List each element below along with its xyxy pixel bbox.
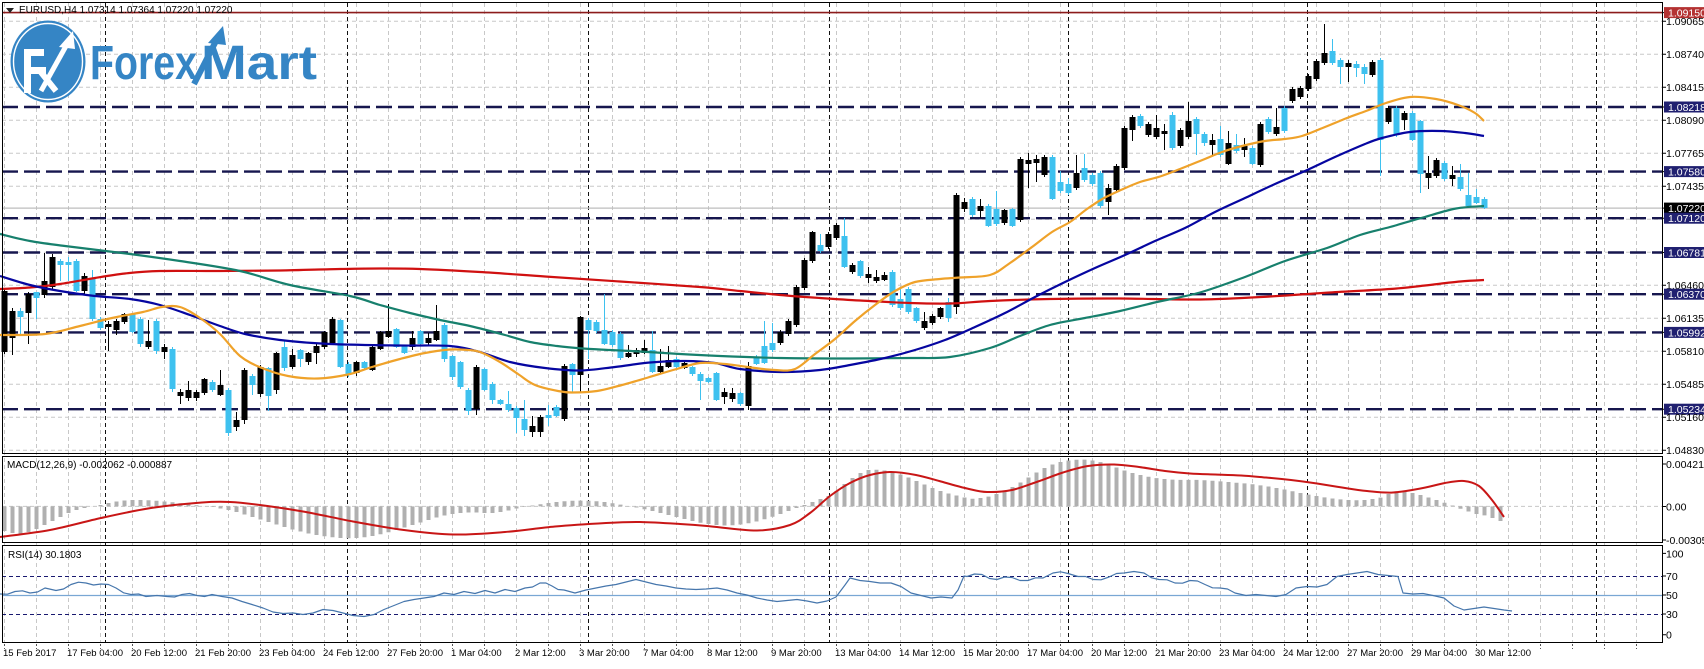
svg-text:21 Mar 20:00: 21 Mar 20:00 xyxy=(1155,648,1211,659)
svg-text:1.05234: 1.05234 xyxy=(1668,404,1704,416)
svg-text:1.04830: 1.04830 xyxy=(1666,445,1704,457)
svg-text:1.07435: 1.07435 xyxy=(1666,181,1704,193)
svg-text:1 Mar 04:00: 1 Mar 04:00 xyxy=(451,648,502,659)
svg-text:24 Feb 12:00: 24 Feb 12:00 xyxy=(323,648,379,659)
svg-text:14 Mar 12:00: 14 Mar 12:00 xyxy=(899,648,955,659)
svg-text:8 Mar 12:00: 8 Mar 12:00 xyxy=(707,648,758,659)
svg-text:0.00: 0.00 xyxy=(1666,502,1687,514)
svg-text:1.08415: 1.08415 xyxy=(1666,82,1704,94)
svg-text:1.08740: 1.08740 xyxy=(1666,49,1704,61)
svg-text:1.05160: 1.05160 xyxy=(1666,412,1704,424)
svg-text:1.07580: 1.07580 xyxy=(1668,167,1704,179)
svg-text:1.05485: 1.05485 xyxy=(1666,379,1704,391)
svg-text:29 Mar 04:00: 29 Mar 04:00 xyxy=(1411,648,1467,659)
svg-text:MACD(12,26,9) -0.002062 -0.000: MACD(12,26,9) -0.002062 -0.000887 xyxy=(7,460,173,471)
svg-text:15 Feb 2017: 15 Feb 2017 xyxy=(3,648,56,659)
svg-text:RSI(14) 30.1803: RSI(14) 30.1803 xyxy=(8,550,82,561)
svg-text:1.05992: 1.05992 xyxy=(1668,327,1704,339)
svg-text:-0.003052: -0.003052 xyxy=(1666,535,1704,547)
svg-text:1.07220: 1.07220 xyxy=(1668,203,1704,215)
svg-text:20 Feb 12:00: 20 Feb 12:00 xyxy=(131,648,187,659)
svg-text:70: 70 xyxy=(1666,571,1678,583)
svg-text:Mart: Mart xyxy=(201,37,317,90)
svg-text:23 Mar 04:00: 23 Mar 04:00 xyxy=(1219,648,1275,659)
svg-text:1.07765: 1.07765 xyxy=(1666,148,1704,160)
svg-text:1.06781: 1.06781 xyxy=(1668,248,1704,260)
svg-text:24 Mar 12:00: 24 Mar 12:00 xyxy=(1283,648,1339,659)
svg-text:9 Mar 20:00: 9 Mar 20:00 xyxy=(771,648,822,659)
svg-text:1.09065: 1.09065 xyxy=(1666,16,1704,28)
svg-text:1.08090: 1.08090 xyxy=(1666,115,1704,127)
svg-text:23 Feb 04:00: 23 Feb 04:00 xyxy=(259,648,315,659)
svg-text:17 Mar 04:00: 17 Mar 04:00 xyxy=(1027,648,1083,659)
svg-text:Forex: Forex xyxy=(90,37,197,90)
svg-text:0.004211: 0.004211 xyxy=(1666,459,1704,471)
svg-text:30 Mar 12:00: 30 Mar 12:00 xyxy=(1475,648,1531,659)
svg-text:21 Feb 20:00: 21 Feb 20:00 xyxy=(195,648,251,659)
svg-text:27 Feb 20:00: 27 Feb 20:00 xyxy=(387,648,443,659)
svg-text:20 Mar 12:00: 20 Mar 12:00 xyxy=(1091,648,1147,659)
svg-text:13 Mar 04:00: 13 Mar 04:00 xyxy=(835,648,891,659)
svg-text:0: 0 xyxy=(1666,630,1672,642)
svg-text:1.06370: 1.06370 xyxy=(1668,289,1704,301)
svg-text:7 Mar 04:00: 7 Mar 04:00 xyxy=(643,648,694,659)
svg-text:50: 50 xyxy=(1666,590,1678,602)
svg-text:EURUSD,H4 1.07314 1.07364 1.0: EURUSD,H4 1.07314 1.07364 1.07220 1.0722… xyxy=(19,5,233,16)
svg-text:1.05810: 1.05810 xyxy=(1666,346,1704,358)
svg-text:15 Mar 20:00: 15 Mar 20:00 xyxy=(963,648,1019,659)
svg-text:3 Mar 20:00: 3 Mar 20:00 xyxy=(579,648,630,659)
svg-text:1.07120: 1.07120 xyxy=(1668,213,1704,225)
svg-text:17 Feb 04:00: 17 Feb 04:00 xyxy=(67,648,123,659)
svg-text:2 Mar 12:00: 2 Mar 12:00 xyxy=(515,648,566,659)
svg-text:1.09150: 1.09150 xyxy=(1668,8,1704,20)
svg-text:1.08218: 1.08218 xyxy=(1668,102,1704,114)
svg-text:30: 30 xyxy=(1666,609,1678,621)
svg-text:27 Mar 20:00: 27 Mar 20:00 xyxy=(1347,648,1403,659)
svg-text:1.06135: 1.06135 xyxy=(1666,313,1704,325)
svg-text:100: 100 xyxy=(1666,548,1684,560)
